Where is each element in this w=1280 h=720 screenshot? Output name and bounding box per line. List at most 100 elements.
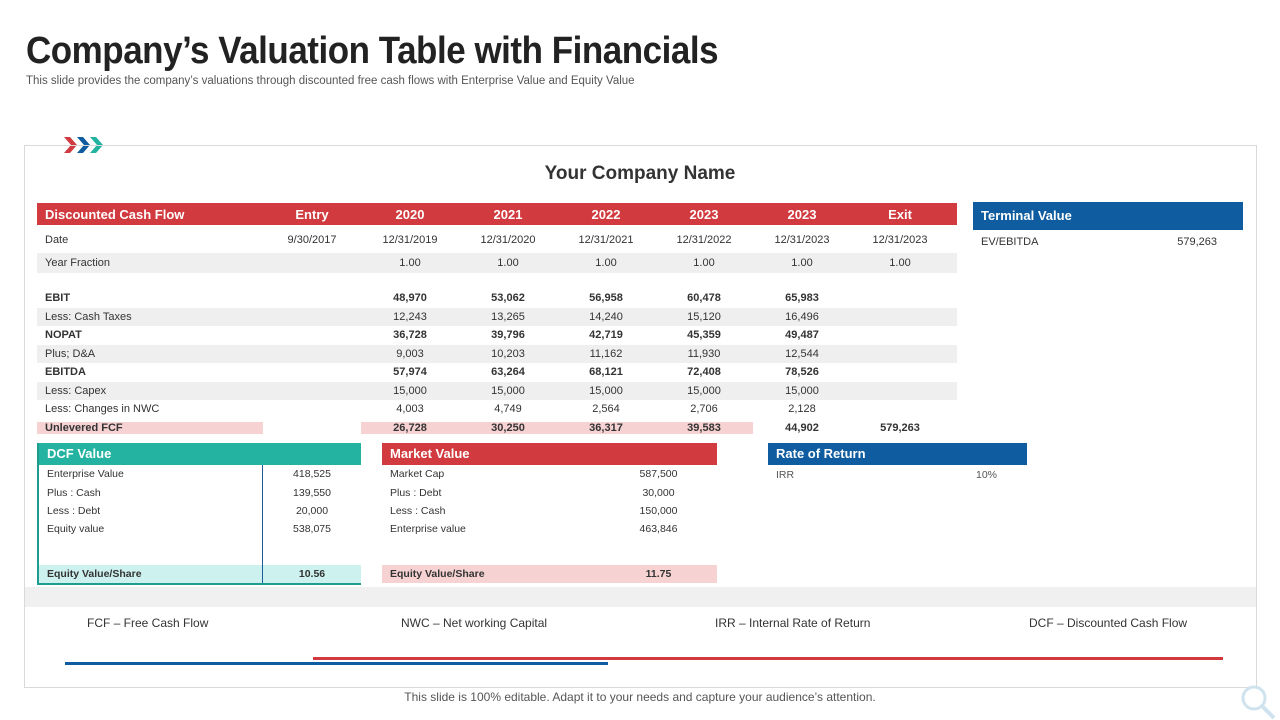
table-cell: 60,478	[687, 292, 721, 305]
table-cell: 12/31/2020	[480, 234, 536, 246]
page-title: Company’s Valuation Table with Financial…	[26, 30, 719, 72]
table-cell: 45,359	[687, 329, 721, 342]
table-cell: 2,128	[788, 403, 816, 416]
dcf-value-label: Plus : Cash	[47, 486, 101, 499]
market-value-panel: Market Value Market Cap 587,500 Plus : De…	[382, 443, 717, 584]
table-cell: 39,796	[491, 329, 525, 342]
decor-line-red	[313, 657, 1223, 660]
magnifier-icon	[1241, 685, 1276, 720]
table-cell: 44,902	[785, 421, 819, 434]
dcf-equity-value: 10.56	[262, 564, 361, 584]
irr-label: IRR	[776, 469, 795, 481]
table-row: Less: Capex 15,000 15,000 15,000 15,000 15,00…	[37, 381, 957, 400]
legend-nwc: NWC – Net working Capital	[401, 616, 548, 630]
table-cell: 36,728	[393, 329, 427, 342]
table-cell: 15,000	[785, 384, 819, 397]
header-cell: 2023	[787, 206, 817, 222]
table-cell: 49,487	[785, 329, 819, 342]
table-cell: 53,062	[491, 292, 525, 305]
table-cell: 12/31/2023	[872, 234, 928, 246]
row-label: Date	[45, 234, 69, 246]
table-row: Unlevered FCF 26,728 30,250 36,317 39,583 44,…	[37, 419, 957, 438]
dcf-value-label: Equity value	[47, 523, 105, 536]
rate-of-return-panel: Rate of Return IRR 10%	[768, 443, 1027, 481]
terminal-value-panel: Terminal Value EV/EBITDA 579,263	[973, 202, 1243, 248]
table-cell: 14,240	[589, 310, 623, 323]
table-cell: 1.00	[497, 257, 519, 269]
dcf-value-amount: 20,000	[262, 501, 361, 521]
market-value-amount: 30,000	[642, 486, 675, 499]
table-cell: 1.00	[889, 257, 911, 269]
dcf-table-header: Discounted Cash Flow Entry 2020 2021 202…	[37, 203, 957, 225]
row-label: Less: Capex	[45, 384, 107, 397]
dcf-table: Discounted Cash Flow Entry 2020 2021 202…	[37, 203, 957, 437]
table-cell: 56,958	[589, 292, 623, 305]
legend-irr: IRR – Internal Rate of Return	[715, 616, 871, 630]
row-label: Year Fraction	[45, 257, 111, 269]
table-cell: 30,250	[459, 421, 557, 434]
market-value-amount: 587,500	[639, 468, 678, 481]
table-cell: 9/30/2017	[287, 234, 337, 246]
header-cell: Entry	[295, 206, 329, 222]
table-row: NOPAT 36,728 39,796 42,719 45,359 49,487	[37, 326, 957, 345]
table-cell: 1.00	[693, 257, 715, 269]
row-label: Plus; D&A	[45, 347, 96, 360]
table-cell: 9,003	[396, 347, 424, 360]
terminal-value-value: 579,263	[1177, 236, 1217, 248]
dcf-value-amount: 139,550	[262, 483, 361, 502]
table-cell: 15,000	[687, 384, 721, 397]
table-cell: 579,263	[880, 421, 920, 434]
table-cell: 15,000	[491, 384, 525, 397]
market-value-label: Market Cap	[390, 468, 445, 481]
dcf-value-title: DCF Value	[39, 443, 361, 465]
table-cell: 2,706	[690, 403, 718, 416]
table-cell: 1.00	[791, 257, 813, 269]
terminal-value-title: Terminal Value	[973, 202, 1243, 230]
table-cell: 12/31/2019	[382, 234, 438, 246]
table-cell: 36,317	[557, 421, 655, 434]
table-cell: 39,583	[655, 421, 753, 434]
table-row: EBITDA 57,974 63,264 68,121 72,408 78,526	[37, 363, 957, 382]
divider-band	[25, 587, 1256, 607]
table-cell: 42,719	[589, 329, 623, 342]
header-cell: Exit	[888, 206, 912, 222]
table-cell: 12/31/2023	[774, 234, 830, 246]
market-value-label: Less : Cash	[390, 504, 446, 517]
table-cell: 78,526	[785, 366, 819, 379]
table-cell: 72,408	[687, 366, 721, 379]
market-value-label: Enterprise value	[390, 523, 466, 536]
table-row: Less: Changes in NWC 4,003 4,749 2,564 2,706…	[37, 400, 957, 419]
company-name: Your Company Name	[544, 163, 736, 184]
header-cell: 2020	[395, 206, 425, 222]
table-cell: 10,203	[491, 347, 525, 360]
dcf-value-amount: 538,075	[262, 520, 361, 539]
decor-line-blue	[65, 662, 608, 665]
header-cell: 2023	[689, 206, 719, 222]
market-value-label: Plus : Debt	[390, 486, 442, 499]
table-row: EBIT 48,970 53,062 56,958 60,478 65,983	[37, 289, 957, 308]
terminal-value-label: EV/EBITDA	[981, 236, 1039, 248]
header-cell: 2022	[591, 206, 621, 222]
table-row: Plus; D&A 9,003 10,203 11,162 11,930 12,544	[37, 344, 957, 363]
table-cell: 15,000	[589, 384, 623, 397]
table-cell: 1.00	[399, 257, 421, 269]
row-label: NOPAT	[45, 329, 82, 342]
legend-fcf: FCF – Free Cash Flow	[87, 616, 209, 630]
market-value-title: Market Value	[382, 443, 717, 465]
row-label: Less: Cash Taxes	[45, 310, 132, 323]
table-cell: 68,121	[589, 366, 623, 379]
row-label: Less: Changes in NWC	[45, 403, 160, 416]
table-cell: 4,749	[494, 403, 522, 416]
table-cell: 13,265	[491, 310, 525, 323]
table-cell: 16,496	[785, 310, 819, 323]
table-cell: 11,162	[589, 347, 623, 360]
table-row: Year Fraction 1.00 1.00 1.00 1.00 1.00 1.00	[37, 253, 957, 273]
table-cell: 12,243	[393, 310, 427, 323]
page-subtitle: This slide provides the company’s valuat…	[26, 75, 635, 87]
table-cell: 63,264	[491, 366, 525, 379]
table-cell: 12/31/2022	[676, 234, 732, 246]
table-cell: 1.00	[595, 257, 617, 269]
market-equity-value: 11.75	[645, 568, 672, 581]
table-cell: 2,564	[592, 403, 620, 416]
market-equity-label: Equity Value/Share	[390, 568, 485, 581]
